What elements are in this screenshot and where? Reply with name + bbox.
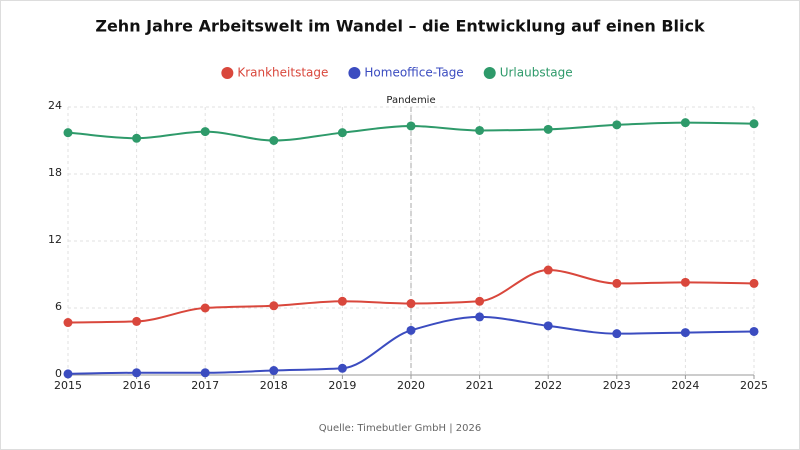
data-point <box>680 328 690 338</box>
data-point <box>337 296 347 306</box>
x-tick-label: 2018 <box>260 379 288 392</box>
x-tick-label: 2025 <box>740 379 768 392</box>
data-point <box>406 121 416 131</box>
x-tick-label: 2021 <box>466 379 494 392</box>
data-point <box>543 124 553 134</box>
annotation-label: Pandemie <box>386 95 435 106</box>
y-tick-label: 0 <box>55 367 62 380</box>
data-point <box>63 318 73 328</box>
data-point <box>132 133 142 143</box>
data-point <box>612 120 622 130</box>
x-tick-label: 2015 <box>54 379 82 392</box>
legend-marker <box>221 67 234 79</box>
legend: Krankheitstage Homeoffice-Tage Urlaubstage <box>221 66 573 80</box>
x-tick-label: 2016 <box>123 379 151 392</box>
y-tick-label: 18 <box>48 166 62 179</box>
source: Quelle: Timebutler GmbH | 2026 <box>319 423 481 434</box>
x-tick-label: 2019 <box>328 379 356 392</box>
data-point <box>269 301 279 311</box>
y-tick-label: 24 <box>48 99 62 112</box>
legend-label: Krankheitstage <box>237 66 328 80</box>
data-point <box>543 265 553 275</box>
data-point <box>749 326 759 336</box>
data-point <box>200 303 210 313</box>
data-point <box>749 119 759 129</box>
data-point <box>406 299 416 309</box>
data-point <box>680 118 690 128</box>
data-point <box>543 321 553 331</box>
data-point <box>337 363 347 373</box>
data-point <box>200 368 210 378</box>
data-point <box>406 325 416 335</box>
data-point <box>269 136 279 145</box>
data-point <box>132 368 142 378</box>
data-point <box>749 278 759 288</box>
data-point <box>475 125 485 135</box>
data-point <box>132 316 142 326</box>
data-point <box>475 312 485 322</box>
data-point <box>200 127 210 137</box>
legend-marker <box>483 67 496 79</box>
legend-marker <box>348 67 361 79</box>
data-point <box>337 128 347 138</box>
data-point <box>63 128 73 138</box>
y-tick-label: 12 <box>48 233 62 246</box>
data-point <box>63 369 73 379</box>
x-tick-label: 2020 <box>397 379 425 392</box>
x-tick-label: 2017 <box>191 379 219 392</box>
chart-title: Zehn Jahre Arbeitswelt im Wandel – die E… <box>95 17 705 36</box>
x-tick-label: 2022 <box>534 379 562 392</box>
y-tick-label: 6 <box>55 300 62 313</box>
x-tick-label: 2023 <box>603 379 631 392</box>
data-point <box>612 278 622 288</box>
data-point <box>612 329 622 339</box>
data-point <box>269 366 279 376</box>
data-point <box>680 277 690 287</box>
legend-label: Urlaubstage <box>500 66 573 80</box>
data-point <box>475 296 485 306</box>
legend-label: Homeoffice-Tage <box>364 66 463 80</box>
x-tick-label: 2024 <box>671 379 699 392</box>
